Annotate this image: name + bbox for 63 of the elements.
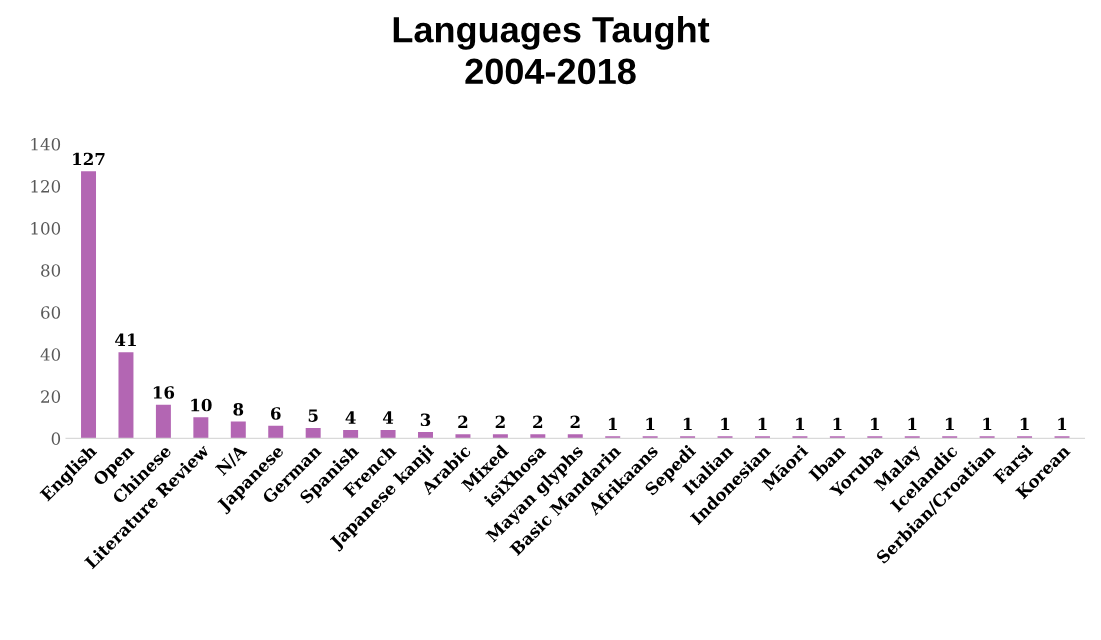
data-label: 41 <box>115 333 136 346</box>
data-label: 8 <box>233 402 244 416</box>
y-tick-label: 120 <box>31 180 61 193</box>
data-label: 2 <box>570 415 580 428</box>
y-tick-label: 100 <box>31 222 61 235</box>
bar <box>81 171 97 439</box>
bar <box>455 434 471 439</box>
y-tick-label: 60 <box>41 306 61 319</box>
data-label: 10 <box>191 398 212 412</box>
bar <box>867 436 883 439</box>
data-label: 2 <box>495 415 505 428</box>
data-label: 1 <box>983 417 992 431</box>
data-label: 5 <box>308 409 318 422</box>
bar <box>642 436 658 439</box>
bar <box>155 404 171 439</box>
data-label: 1 <box>945 417 954 431</box>
data-label: 3 <box>420 413 431 427</box>
bar <box>268 425 284 439</box>
bar <box>193 417 209 439</box>
data-label: 1 <box>908 417 917 431</box>
bar <box>530 434 546 439</box>
bar <box>380 429 396 439</box>
y-tick-label: 0 <box>51 432 61 445</box>
bar <box>754 436 770 439</box>
bar <box>792 436 808 439</box>
data-label: 1 <box>758 417 767 431</box>
y-tick-label: 20 <box>41 390 61 403</box>
bar <box>343 429 359 439</box>
chart-title: Languages Taught 2004-2018 <box>393 16 710 85</box>
data-label: 6 <box>270 407 281 420</box>
data-label: 1 <box>608 417 617 431</box>
bar <box>829 436 845 439</box>
data-label: 127 <box>73 152 105 166</box>
data-label: 16 <box>153 386 175 399</box>
y-tick-label: 80 <box>41 264 61 277</box>
y-tick-label: 40 <box>40 348 61 361</box>
bar <box>305 427 321 439</box>
data-label: 1 <box>683 417 692 431</box>
data-label: 4 <box>382 411 394 424</box>
bar <box>680 436 696 439</box>
bar <box>942 436 958 439</box>
bar <box>717 436 733 439</box>
y-tick-label: 140 <box>31 137 61 151</box>
bar <box>230 421 246 439</box>
bar <box>567 434 583 439</box>
data-label: 2 <box>533 415 543 428</box>
bar <box>492 434 508 439</box>
bar <box>118 352 134 439</box>
data-label: 4 <box>345 411 356 424</box>
bar <box>904 436 920 439</box>
data-label: 1 <box>871 417 879 431</box>
bar <box>1017 436 1033 439</box>
data-label: 1 <box>833 417 842 431</box>
data-label: 1 <box>1058 417 1067 431</box>
bar <box>605 436 621 439</box>
data-label: 1 <box>1020 417 1029 431</box>
bar <box>1054 436 1070 439</box>
bar <box>979 436 995 439</box>
data-label: 1 <box>721 417 730 431</box>
data-label: 1 <box>646 417 655 431</box>
data-label: 2 <box>458 415 468 428</box>
bar <box>418 432 433 439</box>
data-label: 1 <box>796 417 805 431</box>
